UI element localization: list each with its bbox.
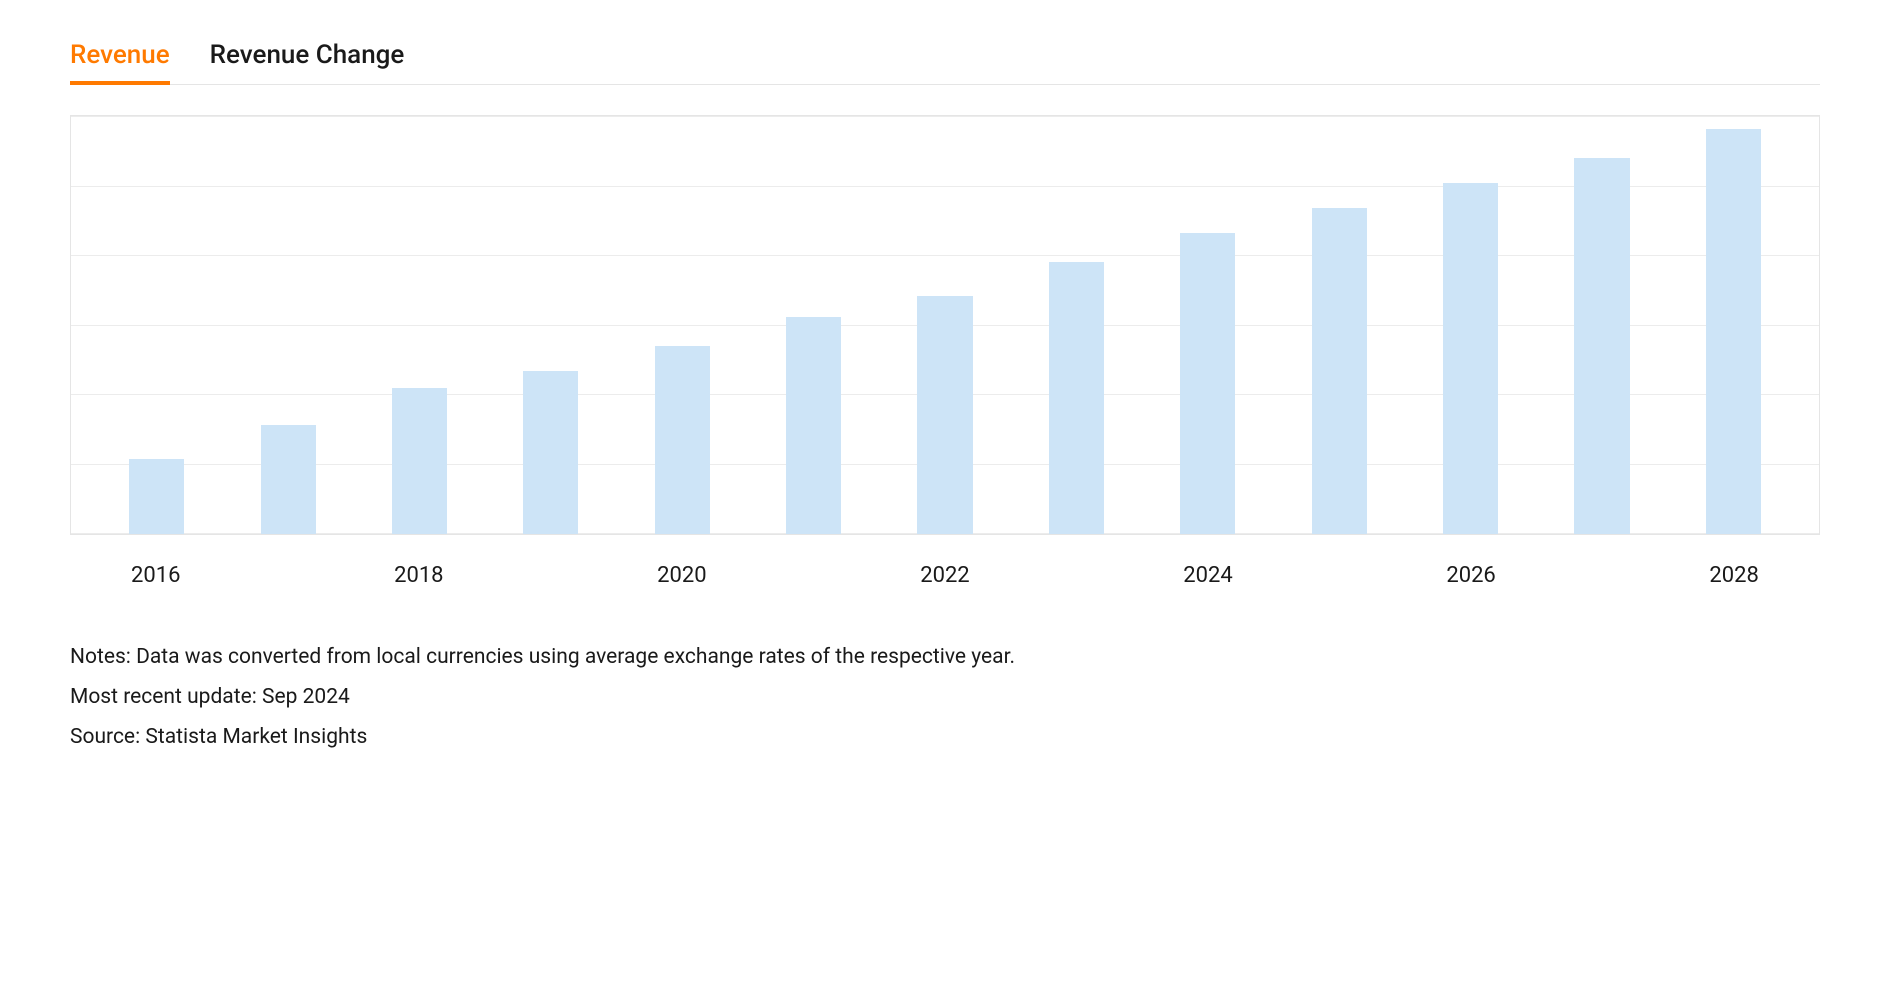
bar-2026[interactable] [1443,183,1498,534]
chart-footer: Notes: Data was converted from local cur… [70,638,1820,758]
x-label-2025 [1274,547,1406,588]
bar-2018[interactable] [392,388,447,534]
x-label-2024: 2024 [1142,547,1274,588]
tab-revenue[interactable]: Revenue [70,40,170,84]
footer-notes: Notes: Data was converted from local cur… [70,638,1820,678]
x-label-2020: 2020 [616,547,748,588]
bar-2023[interactable] [1049,262,1104,534]
chart-bars [71,116,1819,534]
bar-slot [879,116,1010,534]
bar-slot [354,116,485,534]
bar-slot [748,116,879,534]
bar-2016[interactable] [129,459,184,534]
tab-revenue-change[interactable]: Revenue Change [210,40,405,84]
x-label-2026: 2026 [1405,547,1537,588]
bar-slot [1011,116,1142,534]
tab-bar: Revenue Revenue Change [70,40,1820,85]
x-label-2028: 2028 [1668,547,1800,588]
bar-2025[interactable] [1312,208,1367,534]
chart-x-axis: 2016 2018 2020 2022 2024 2026 2028 [70,547,1820,588]
bar-slot [1274,116,1405,534]
bar-2022[interactable] [917,296,972,534]
bar-2017[interactable] [261,425,316,534]
bar-2028[interactable] [1706,129,1761,534]
bar-2024[interactable] [1180,233,1235,534]
bar-slot [617,116,748,534]
x-label-2021 [748,547,880,588]
bar-2021[interactable] [786,317,841,534]
x-label-2027 [1537,547,1669,588]
bar-slot [485,116,616,534]
bar-slot [1668,116,1799,534]
footer-update: Most recent update: Sep 2024 [70,678,1820,718]
bar-slot [1142,116,1273,534]
bar-2027[interactable] [1574,158,1629,534]
x-label-2016: 2016 [90,547,222,588]
revenue-bar-chart [70,115,1820,535]
x-label-2017 [222,547,354,588]
x-label-2023 [1011,547,1143,588]
x-label-2019 [485,547,617,588]
bar-slot [1536,116,1667,534]
bar-2020[interactable] [655,346,710,534]
bar-slot [222,116,353,534]
bar-slot [91,116,222,534]
footer-source: Source: Statista Market Insights [70,718,1820,758]
bar-2019[interactable] [523,371,578,534]
x-label-2022: 2022 [879,547,1011,588]
x-label-2018: 2018 [353,547,485,588]
bar-slot [1405,116,1536,534]
